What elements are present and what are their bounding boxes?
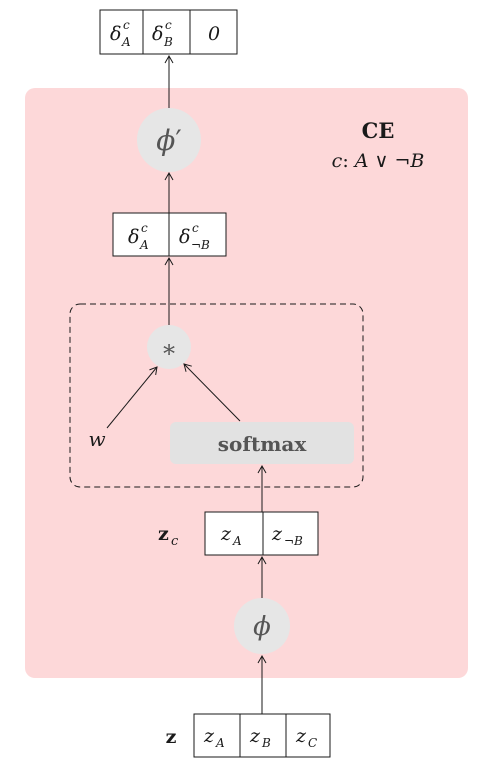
softmax-node bbox=[170, 422, 354, 464]
block-title: CE bbox=[362, 118, 395, 143]
phi-prime-label: ϕ′ bbox=[156, 124, 181, 157]
delta-cell-a-sup: c bbox=[141, 221, 148, 235]
ce-block bbox=[25, 88, 468, 678]
z-vector: z A z B z C bbox=[193, 713, 331, 758]
zc-cell-a-sub: A bbox=[232, 534, 242, 548]
delta-cell-a-sub: A bbox=[139, 238, 149, 252]
delta-cell-notb: δ bbox=[179, 226, 190, 248]
z-label: z bbox=[166, 726, 177, 748]
multiply-label: ∗ bbox=[161, 335, 177, 363]
z-cell-a-sub: A bbox=[215, 736, 225, 750]
constraint-formula: c: A ∨ ¬B bbox=[332, 150, 425, 172]
output-cell-zero: 0 bbox=[208, 23, 220, 45]
output-cell-delta-b-sup: c bbox=[165, 18, 172, 32]
zc-vector: z A z ¬B bbox=[204, 511, 319, 556]
output-cell-delta-a-sup: c bbox=[123, 18, 130, 32]
output-vector: δ c A δ c B 0 bbox=[99, 9, 238, 55]
phi-prime-node bbox=[137, 108, 201, 172]
output-cell-delta-a: δ bbox=[110, 23, 121, 45]
z-cell-a: z bbox=[203, 725, 215, 747]
softmax-label: softmax bbox=[218, 432, 308, 456]
zc-cell-notb: z bbox=[271, 523, 283, 545]
zc-label: z bbox=[158, 523, 169, 545]
output-cell-delta-a-sub: A bbox=[121, 35, 131, 49]
delta-cell-a: δ bbox=[128, 226, 139, 248]
attention-group-box bbox=[69, 303, 364, 488]
phi-node bbox=[234, 598, 290, 654]
zc-cell-a: z bbox=[220, 523, 232, 545]
delta-cell-notb-sup: c bbox=[192, 221, 199, 235]
arrow-softmax-to-mult bbox=[183, 363, 241, 422]
multiply-node bbox=[147, 325, 191, 369]
output-cell-delta-b-sub: B bbox=[163, 35, 173, 49]
phi-label: ϕ bbox=[253, 612, 271, 642]
z-cell-c: z bbox=[295, 725, 307, 747]
delta-cell-notb-sub: ¬B bbox=[191, 238, 210, 252]
zc-label-sub: c bbox=[171, 534, 179, 549]
z-cell-c-sub: C bbox=[308, 736, 317, 750]
z-cell-b-sub: B bbox=[261, 736, 271, 750]
output-cell-delta-b: δ bbox=[152, 23, 163, 45]
arrow-w-to-mult bbox=[106, 366, 158, 429]
weight-label: w bbox=[88, 427, 105, 451]
zc-cell-notb-sub: ¬B bbox=[284, 534, 303, 548]
z-cell-b: z bbox=[249, 725, 261, 747]
delta-vector: δ c A δ c ¬B bbox=[112, 212, 227, 257]
